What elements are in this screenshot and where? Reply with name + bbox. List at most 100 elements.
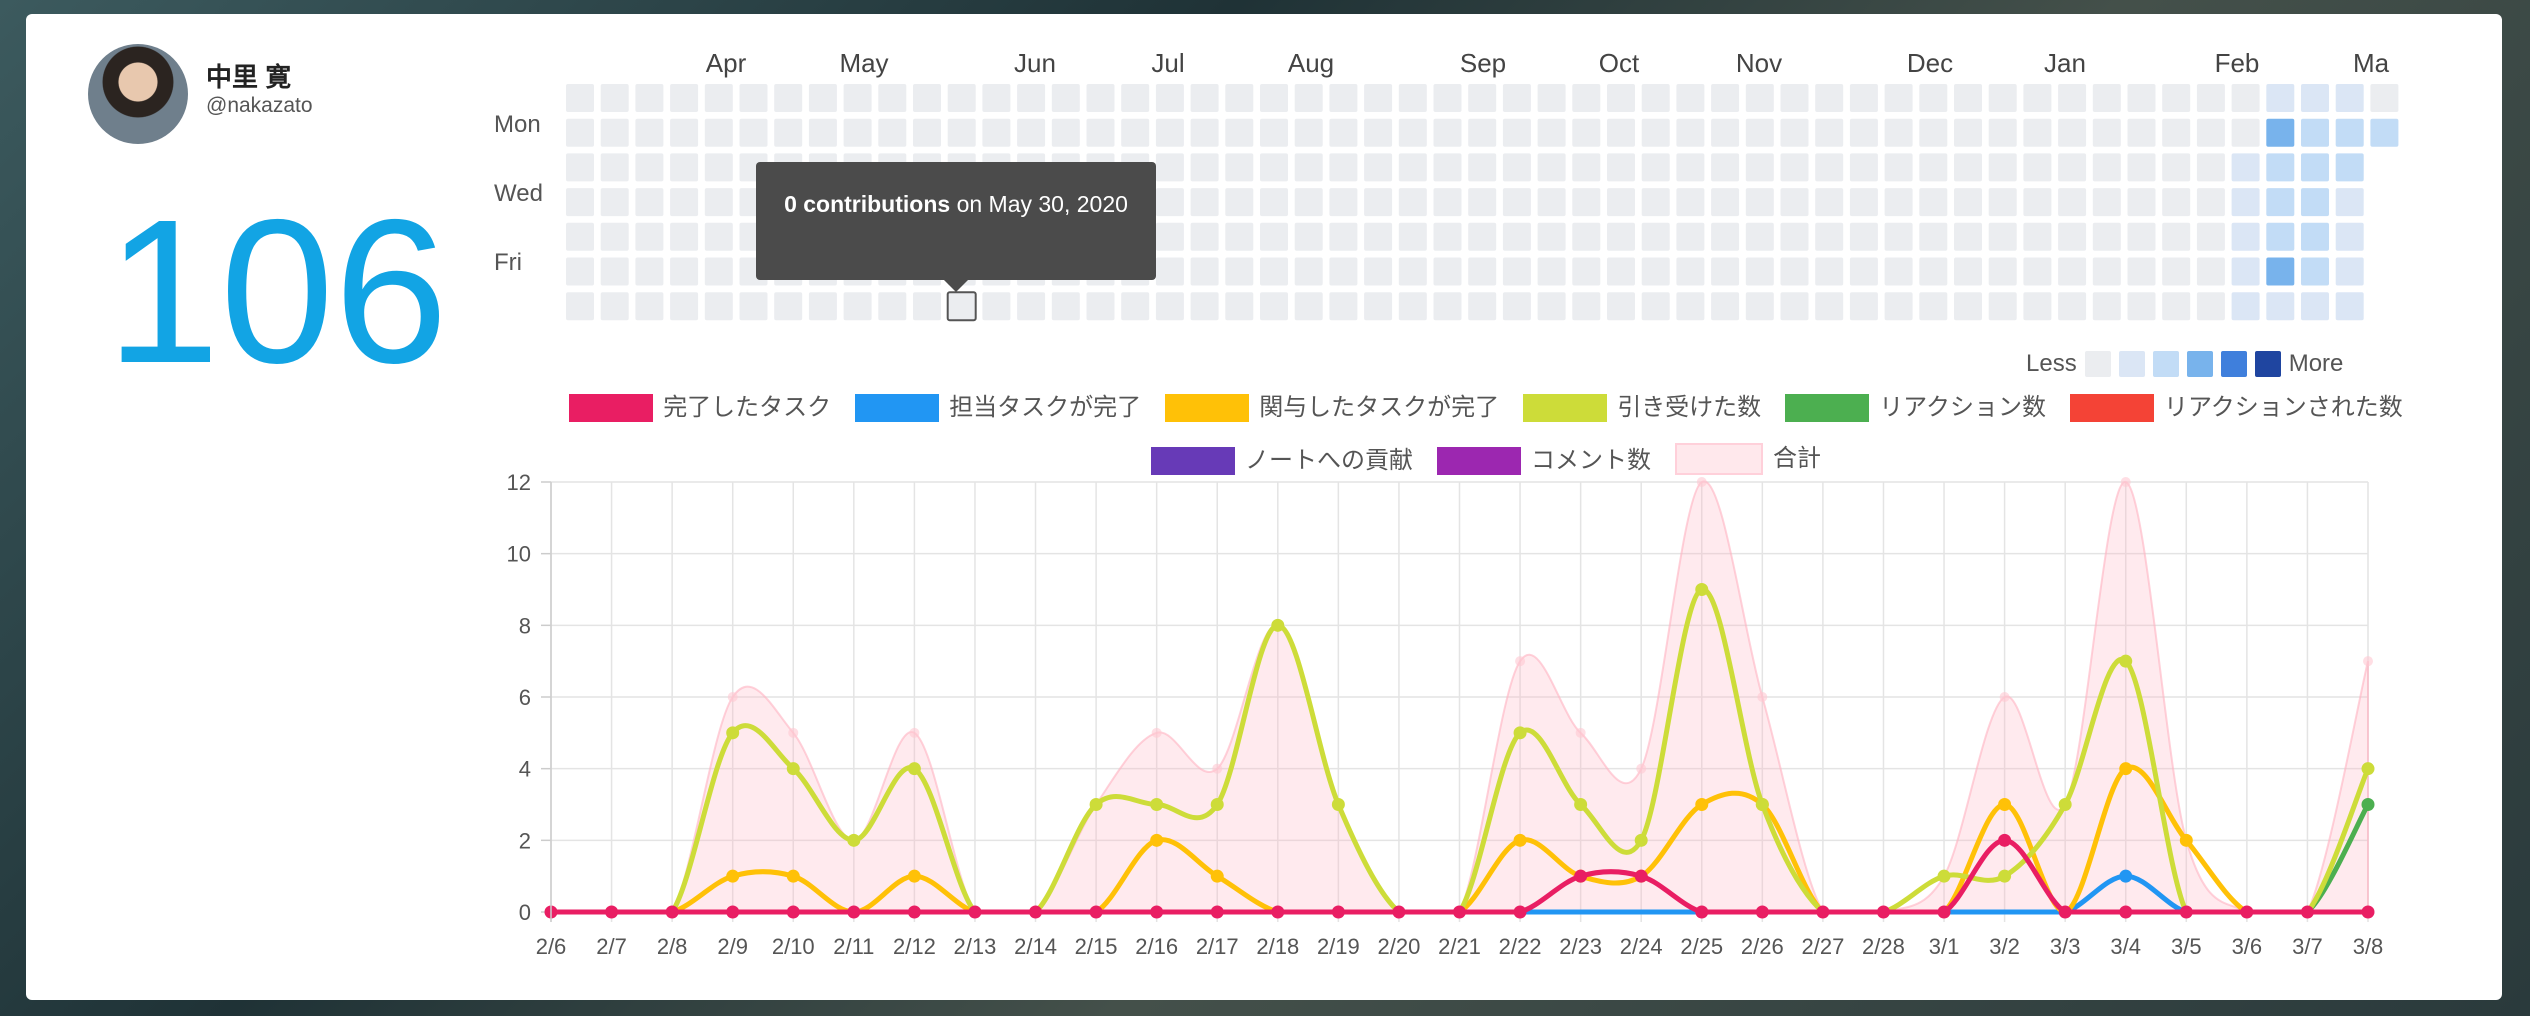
data-point[interactable]: [1696, 477, 1707, 487]
heatmap-cell[interactable]: [600, 188, 629, 217]
heatmap-cell[interactable]: [1155, 222, 1184, 251]
heatmap-cell[interactable]: [1502, 188, 1531, 217]
data-point[interactable]: [726, 905, 740, 919]
heatmap-cell[interactable]: [2266, 84, 2295, 112]
heatmap-cell[interactable]: [2023, 292, 2052, 321]
heatmap-cell[interactable]: [1121, 84, 1150, 112]
data-point[interactable]: [907, 905, 921, 919]
heatmap-cell[interactable]: [1572, 84, 1601, 112]
heatmap-cell[interactable]: [1641, 188, 1670, 217]
heatmap-cell[interactable]: [566, 292, 594, 321]
legend-item[interactable]: 関与したタスクが完了: [1165, 386, 1499, 430]
data-point[interactable]: [847, 833, 861, 847]
heatmap-cell[interactable]: [1502, 257, 1531, 286]
heatmap-cell[interactable]: [1051, 118, 1080, 147]
data-point[interactable]: [2363, 656, 2373, 667]
heatmap-cell[interactable]: [1780, 222, 1809, 251]
heatmap-cell[interactable]: [1537, 292, 1566, 321]
heatmap-cell[interactable]: [1849, 84, 1878, 112]
heatmap-cell[interactable]: [1988, 84, 2017, 112]
heatmap-cell[interactable]: [1572, 188, 1601, 217]
heatmap-cell[interactable]: [1711, 222, 1740, 251]
heatmap-cell[interactable]: [1364, 188, 1393, 217]
heatmap-cell[interactable]: [2196, 222, 2225, 251]
heatmap-cell[interactable]: [2162, 292, 2191, 321]
data-point[interactable]: [605, 905, 619, 919]
data-point[interactable]: [1029, 905, 1043, 919]
heatmap-cell[interactable]: [1607, 153, 1635, 182]
data-point[interactable]: [1695, 905, 1709, 919]
data-point[interactable]: [788, 727, 799, 738]
heatmap-cell[interactable]: [1988, 292, 2017, 321]
heatmap-cell[interactable]: [1676, 118, 1705, 147]
heatmap-cell[interactable]: [2162, 257, 2191, 286]
heatmap-cell[interactable]: [1815, 222, 1844, 251]
heatmap-cell[interactable]: [2023, 188, 2052, 217]
data-point[interactable]: [1150, 798, 1164, 811]
data-point[interactable]: [1515, 656, 1526, 667]
heatmap-cell[interactable]: [1815, 153, 1844, 182]
heatmap-cell[interactable]: [1641, 153, 1670, 182]
heatmap-cell[interactable]: [2127, 292, 2156, 321]
user-handle[interactable]: @nakazato: [206, 94, 313, 117]
data-point[interactable]: [1575, 727, 1586, 738]
heatmap-cell[interactable]: [947, 84, 976, 112]
heatmap-cell[interactable]: [1641, 257, 1670, 286]
heatmap-cell[interactable]: [2335, 153, 2364, 182]
heatmap-cell[interactable]: [1294, 188, 1323, 217]
heatmap-cell[interactable]: [1502, 292, 1531, 321]
heatmap-cell[interactable]: [2301, 153, 2329, 182]
heatmap-cell[interactable]: [670, 188, 699, 217]
heatmap-cell[interactable]: [566, 222, 594, 251]
heatmap-cell[interactable]: [2127, 222, 2156, 251]
heatmap-cell[interactable]: [1919, 257, 1948, 286]
heatmap-cell[interactable]: [1676, 257, 1705, 286]
heatmap-cell[interactable]: [1121, 292, 1150, 321]
heatmap-cell[interactable]: [2162, 188, 2191, 217]
heatmap-cell[interactable]: [1954, 188, 1982, 217]
heatmap-cell[interactable]: [2335, 292, 2364, 321]
heatmap-cell[interactable]: [1190, 118, 1219, 147]
heatmap-cell[interactable]: [1849, 292, 1878, 321]
heatmap-cell[interactable]: [1364, 222, 1393, 251]
heatmap-cell[interactable]: [1572, 153, 1601, 182]
data-point[interactable]: [1513, 905, 1527, 919]
heatmap-cell[interactable]: [1745, 257, 1774, 286]
heatmap-cell[interactable]: [704, 84, 733, 112]
heatmap-cell[interactable]: [1849, 153, 1878, 182]
heatmap-cell[interactable]: [2058, 257, 2087, 286]
heatmap-cell[interactable]: [1572, 222, 1601, 251]
heatmap-cell[interactable]: [913, 118, 941, 147]
heatmap-cell[interactable]: [1294, 118, 1323, 147]
heatmap-cell[interactable]: [774, 292, 803, 321]
heatmap-cell[interactable]: [1155, 153, 1184, 182]
data-point[interactable]: [1089, 798, 1103, 811]
data-point[interactable]: [907, 869, 921, 883]
heatmap-cell[interactable]: [1294, 153, 1323, 182]
heatmap-cell[interactable]: [1329, 292, 1358, 321]
heatmap-cell[interactable]: [1017, 292, 1046, 321]
heatmap-cell[interactable]: [808, 292, 837, 321]
heatmap-cell[interactable]: [1572, 118, 1601, 147]
heatmap-cell[interactable]: [2092, 118, 2121, 147]
data-point[interactable]: [2361, 798, 2375, 811]
heatmap-cell[interactable]: [2058, 222, 2087, 251]
heatmap-cell[interactable]: [600, 118, 629, 147]
heatmap-cell[interactable]: [1260, 118, 1288, 147]
heatmap-cell[interactable]: [1884, 188, 1913, 217]
heatmap-cell[interactable]: [2058, 118, 2087, 147]
legend-item[interactable]: 引き受けた数: [1523, 386, 1761, 430]
heatmap-cell[interactable]: [635, 222, 664, 251]
heatmap-cell[interactable]: [878, 292, 907, 321]
heatmap-cell[interactable]: [635, 188, 664, 217]
legend-item[interactable]: リアクション数: [1785, 386, 2046, 430]
heatmap-cell[interactable]: [635, 292, 664, 321]
heatmap-cell[interactable]: [808, 118, 837, 147]
data-point[interactable]: [786, 905, 800, 919]
data-point[interactable]: [1998, 869, 2012, 883]
heatmap-cell[interactable]: [1641, 84, 1670, 112]
heatmap-cell[interactable]: [2266, 222, 2295, 251]
data-point[interactable]: [1574, 798, 1588, 811]
heatmap-cell[interactable]: [1225, 84, 1254, 112]
heatmap-cell[interactable]: [1988, 118, 2017, 147]
